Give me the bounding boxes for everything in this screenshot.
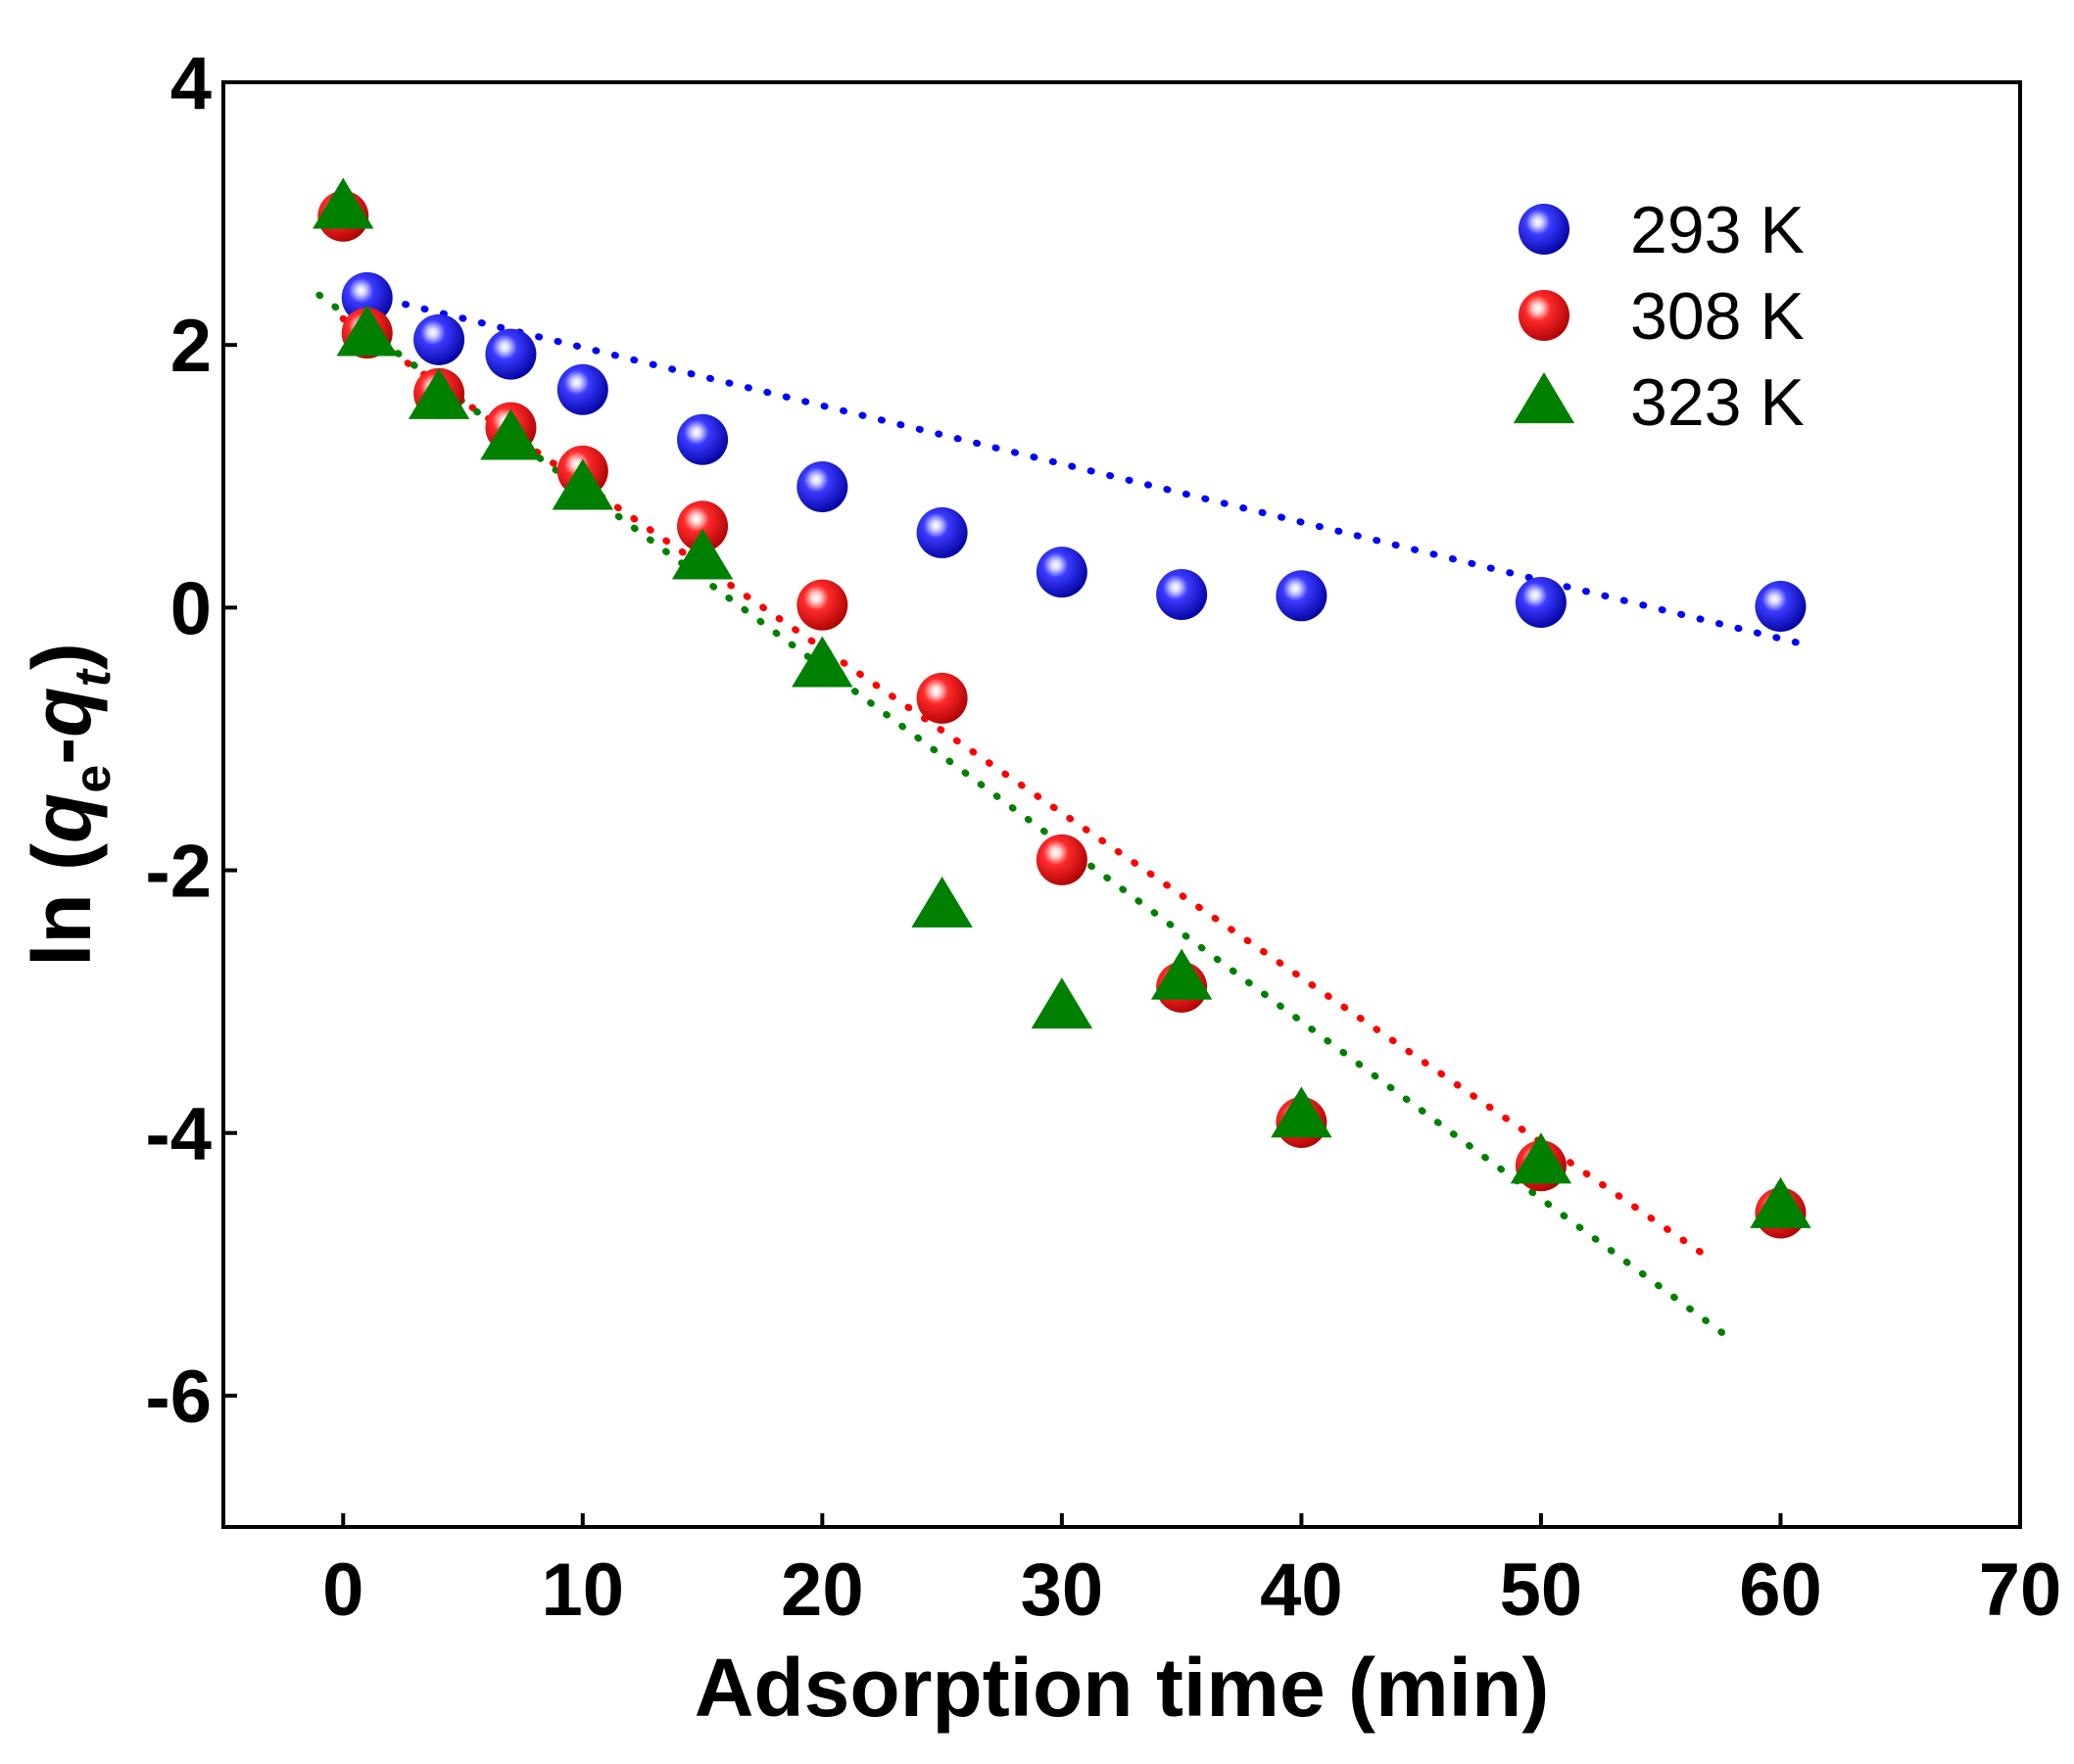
y-tick-label: -2 — [145, 831, 212, 914]
data-point-323-k — [480, 408, 542, 460]
data-points — [313, 177, 1811, 1239]
x-tick-label: 20 — [781, 1549, 864, 1632]
y-axis-title-sub1: e — [65, 765, 121, 793]
data-point-323-k — [552, 458, 613, 510]
legend-marker-308-k — [1519, 290, 1569, 341]
data-point-293-k — [796, 461, 848, 512]
x-tick-label: 0 — [322, 1549, 363, 1632]
y-tick-label: 4 — [170, 42, 212, 125]
fit-line-323-k — [315, 291, 1737, 1345]
data-point-293-k — [341, 271, 393, 323]
data-point-308-k — [916, 672, 968, 724]
fit-line-308-k — [339, 314, 1712, 1262]
data-point-293-k — [556, 363, 608, 415]
plot-frame — [221, 80, 2022, 1529]
y-tick-label: 0 — [170, 567, 212, 650]
data-point-293-k — [1156, 568, 1208, 620]
data-point-308-k — [677, 501, 729, 552]
data-point-293-k — [677, 413, 729, 465]
fit-lines — [315, 291, 1809, 1345]
data-point-293-k — [916, 506, 968, 558]
y-axis-title-q2: q — [16, 687, 108, 737]
data-point-308-k — [796, 579, 848, 631]
y-axis-title-suffix: ) — [16, 643, 108, 670]
y-axis-title: ln (qe-qt) — [16, 643, 121, 967]
x-tick-label: 10 — [542, 1549, 625, 1632]
y-axis-title-dash: - — [16, 738, 108, 765]
data-point-323-k — [671, 528, 734, 580]
legend-marker-323-k — [1513, 372, 1575, 424]
data-point-323-k — [1750, 1176, 1811, 1228]
y-tick-label: 2 — [170, 305, 212, 388]
x-tick-label: 50 — [1500, 1549, 1583, 1632]
x-axis-title: Adsorption time (min) — [695, 1642, 1550, 1734]
fit-line-293-k — [363, 291, 1809, 648]
y-axis-title-sub2: t — [65, 667, 121, 687]
data-point-323-k — [1150, 948, 1213, 1000]
legend-label-308-k: 308 K — [1630, 279, 1805, 354]
data-point-323-k — [408, 367, 470, 419]
x-tick-label: 40 — [1260, 1549, 1343, 1632]
y-axis-title-prefix: ln ( — [16, 843, 108, 967]
legend-label-293-k: 293 K — [1630, 193, 1805, 267]
data-point-323-k — [1510, 1132, 1572, 1184]
y-axis-title-q1: q — [16, 793, 108, 843]
data-point-293-k — [1036, 547, 1087, 598]
data-point-293-k — [1515, 577, 1567, 628]
data-point-323-k — [792, 636, 853, 688]
y-tick-label: -4 — [145, 1093, 212, 1176]
data-point-293-k — [413, 313, 465, 365]
legend: 293 K 308 K 323 K — [1513, 193, 1805, 440]
x-tick-label: 60 — [1739, 1549, 1822, 1632]
x-tick-label: 70 — [1979, 1549, 2062, 1632]
y-tick-label: -6 — [145, 1356, 212, 1439]
axis-ticks: 0 10 20 30 40 50 60 70 -6 -4 -2 0 2 4 — [145, 42, 2061, 1632]
data-point-323-k — [911, 876, 973, 928]
data-point-323-k — [1271, 1086, 1332, 1138]
data-point-323-k — [313, 177, 374, 229]
data-point-308-k — [1036, 834, 1087, 885]
data-point-293-k — [1276, 570, 1327, 622]
legend-marker-293-k — [1519, 204, 1569, 255]
legend-label-323-k: 323 K — [1630, 365, 1805, 440]
x-tick-label: 30 — [1021, 1549, 1104, 1632]
data-point-293-k — [485, 328, 537, 380]
data-point-323-k — [336, 305, 398, 357]
data-point-293-k — [1755, 581, 1807, 633]
data-point-323-k — [1031, 977, 1093, 1029]
